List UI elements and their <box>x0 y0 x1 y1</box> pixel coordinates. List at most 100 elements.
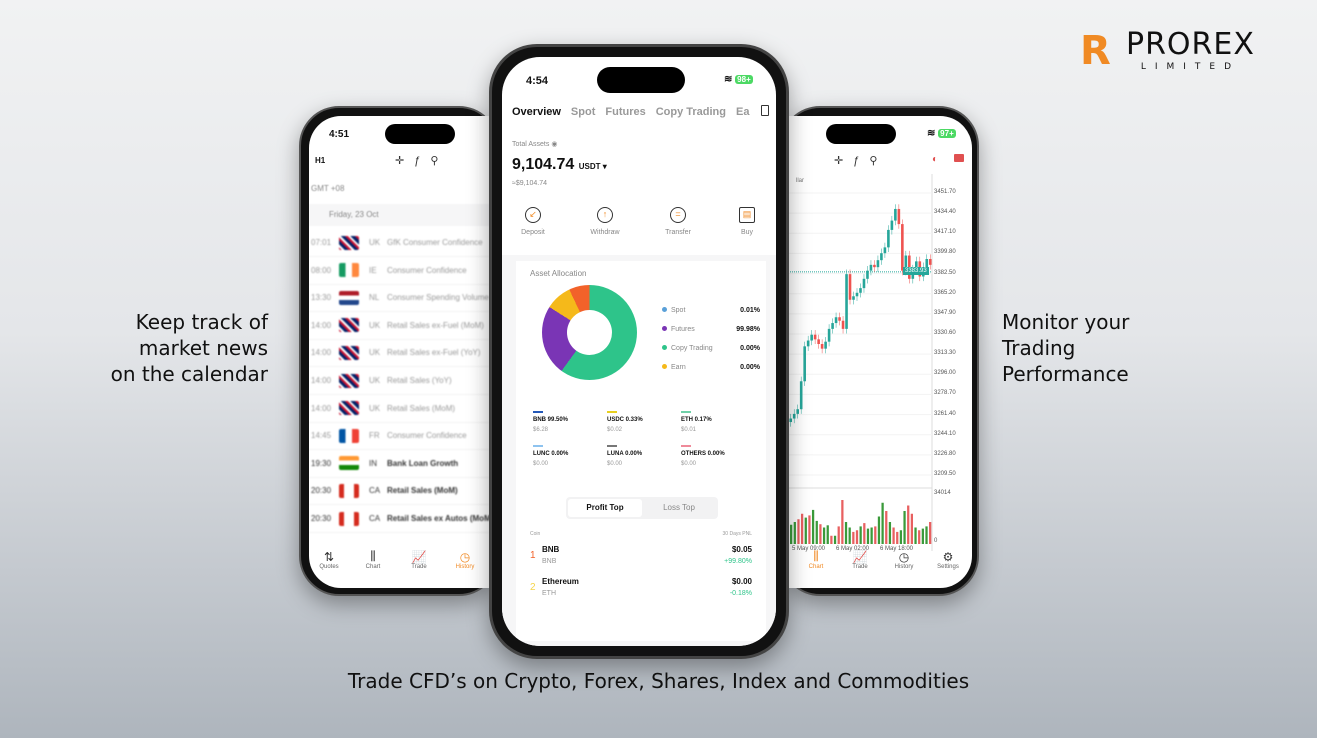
nav-trade[interactable]: 📈 Trade <box>399 550 439 570</box>
coin-label: LUNA 0.00% <box>607 451 643 457</box>
event-time: 08:00 <box>311 265 332 275</box>
nav-trade[interactable]: 📈 Trade <box>840 550 880 570</box>
event-time: 14:00 <box>311 403 332 413</box>
calendar-event[interactable]: 13:30 NL Consumer Spending Volume <box>309 284 499 313</box>
overview-screen: 4:54 ≋ 98+ Overview Spot Futures Copy Tradi… <box>502 57 776 646</box>
indicator-icon[interactable]: ◐ <box>932 154 939 165</box>
coin-label: BNB 99.50% <box>533 417 569 423</box>
y-tick-label: 3434.40 <box>934 209 956 216</box>
calendar-event[interactable]: 14:00 UK Retail Sales ex-Fuel (YoY) <box>309 339 499 368</box>
coin-item[interactable]: USDC 0.33% $0.02 <box>607 411 677 433</box>
volume-bar <box>797 519 800 544</box>
event-name: Retail Sales (MoM) <box>387 486 458 496</box>
calendar-event[interactable]: 14:45 FR Consumer Confidence <box>309 422 499 451</box>
coin-item[interactable]: LUNA 0.00% $0.00 <box>607 445 677 467</box>
tab-loss-top[interactable]: Loss Top <box>663 503 695 512</box>
calendar-event[interactable]: 19:30 IN Bank Loan Growth <box>309 450 499 478</box>
event-name: Consumer Confidence <box>387 431 467 441</box>
tab-overview[interactable]: Overview <box>512 106 561 118</box>
tab-spot[interactable]: Spot <box>570 106 596 118</box>
tab-profit-top[interactable]: Profit Top <box>568 499 642 517</box>
candle <box>866 270 869 279</box>
calendar-event[interactable]: 14:00 UK Retail Sales (MoM) <box>309 395 499 423</box>
buy-button[interactable]: ▤ Buy <box>722 207 772 236</box>
coin-label: OTHERS 0.00% <box>681 451 725 457</box>
history-icon[interactable] <box>761 105 769 116</box>
withdraw-icon: ↑ <box>597 207 613 223</box>
wifi-icon: ≋ <box>724 74 733 85</box>
rank-coin-name[interactable]: BNB <box>542 545 560 554</box>
tab-futures[interactable]: Futures <box>605 106 646 118</box>
chart-icon: ⫼ <box>370 549 376 563</box>
event-country: IE <box>369 265 377 275</box>
coin-item[interactable]: LUNC 0.00% $0.00 <box>533 445 603 467</box>
volume-bar <box>899 530 903 544</box>
calendar-event[interactable]: 20:30 CA Retail Sales (MoM) <box>309 477 499 506</box>
transfer-icon: = <box>670 207 686 223</box>
brand-logo: R PROREX LIMITED <box>1080 30 1255 73</box>
calendar-event[interactable]: 14:00 UK Retail Sales (YoY) <box>309 367 499 395</box>
rank-coin-name[interactable]: Ethereum <box>542 577 579 586</box>
coin-item[interactable]: BNB 99.50% $6.28 <box>533 411 603 433</box>
volume-bar <box>907 505 910 544</box>
bottom-caption: Trade CFD’s on Crypto, Forex, Shares, In… <box>347 669 970 693</box>
allocation-donut[interactable] <box>542 285 637 380</box>
volume-bar <box>837 526 840 544</box>
nav-settings[interactable]: ⚙ Settings <box>928 550 968 570</box>
legend-dot <box>662 307 667 312</box>
tab-copy-trading[interactable]: Copy Trading <box>655 106 726 118</box>
nav-history[interactable]: ◷ History <box>884 550 924 570</box>
candle <box>792 413 796 419</box>
event-country: IN <box>369 458 377 468</box>
y-tick-label: 3209.50 <box>934 471 956 477</box>
nav-chart[interactable]: ⫼ Chart <box>796 549 836 570</box>
calendar-event[interactable]: 08:00 IE Consumer Confidence <box>309 257 499 285</box>
rank-coin-symbol: BNB <box>542 558 557 565</box>
event-time: 20:30 <box>311 486 332 496</box>
event-time: 14:00 <box>311 320 332 330</box>
nav-quotes[interactable]: ⇅ Quotes <box>309 550 349 570</box>
buy-icon: ▤ <box>739 207 755 223</box>
chart-tools-icon[interactable]: ✛ƒ⚲ <box>395 155 449 167</box>
volume-bar <box>804 517 807 544</box>
event-name: Retail Sales (MoM) <box>387 403 456 413</box>
rank-pnl: +99.80% <box>724 558 752 565</box>
settings-icon: ⚙ <box>942 550 954 564</box>
trade-icon: 📈 <box>852 550 868 564</box>
event-time: 20:30 <box>311 514 332 523</box>
coin-item[interactable]: OTHERS 0.00% $0.00 <box>681 445 751 467</box>
candle <box>827 328 831 342</box>
coin-label: ETH 0.17% <box>681 417 712 423</box>
legend-dot <box>662 326 667 331</box>
candle <box>820 344 824 349</box>
volume-bar <box>896 531 899 544</box>
volume-bar <box>863 523 866 544</box>
nav-history[interactable]: ◷ History <box>445 550 485 570</box>
candle <box>869 264 873 271</box>
chart-tools-icon[interactable]: ✛ƒ⚲ <box>834 155 888 167</box>
nav-chart[interactable]: ⫼ Chart <box>353 549 393 570</box>
deposit-button[interactable]: ↙ Deposit <box>508 207 558 236</box>
withdraw-button[interactable]: ↑ Withdraw <box>580 207 630 236</box>
eye-icon[interactable]: ◉ <box>551 141 558 148</box>
tab-ea[interactable]: Ea <box>736 106 750 118</box>
coin-item[interactable]: ETH 0.17% $0.01 <box>681 411 751 433</box>
y-tick-label: 3451.70 <box>934 189 956 195</box>
timeframe[interactable]: H1 <box>315 156 326 165</box>
event-name: Retail Sales (YoY) <box>387 376 452 385</box>
y-tick-label: 3330.60 <box>934 330 956 336</box>
calendar-event[interactable]: 07:01 UK GfK Consumer Confidence <box>309 229 499 257</box>
volume-bar <box>918 530 921 544</box>
calendar-event[interactable]: 14:00 UK Retail Sales ex-Fuel (MoM) <box>309 312 499 340</box>
transfer-button[interactable]: = Transfer <box>653 207 703 236</box>
candle <box>824 341 827 349</box>
volume-bar <box>881 502 884 544</box>
legend-item: Copy Trading 0.00% <box>662 345 760 352</box>
calendar-event[interactable]: 20:30 CA Retail Sales ex Autos (MoM) <box>309 505 499 533</box>
currency-select[interactable]: USDT ▾ <box>578 162 607 171</box>
account-icon[interactable] <box>954 154 964 162</box>
rank-value: $0.00 <box>731 577 752 586</box>
rank-coin-symbol: ETH <box>542 590 556 597</box>
y-tick-label: 3347.90 <box>934 309 956 316</box>
y-tick-label: 3296.00 <box>934 370 956 377</box>
